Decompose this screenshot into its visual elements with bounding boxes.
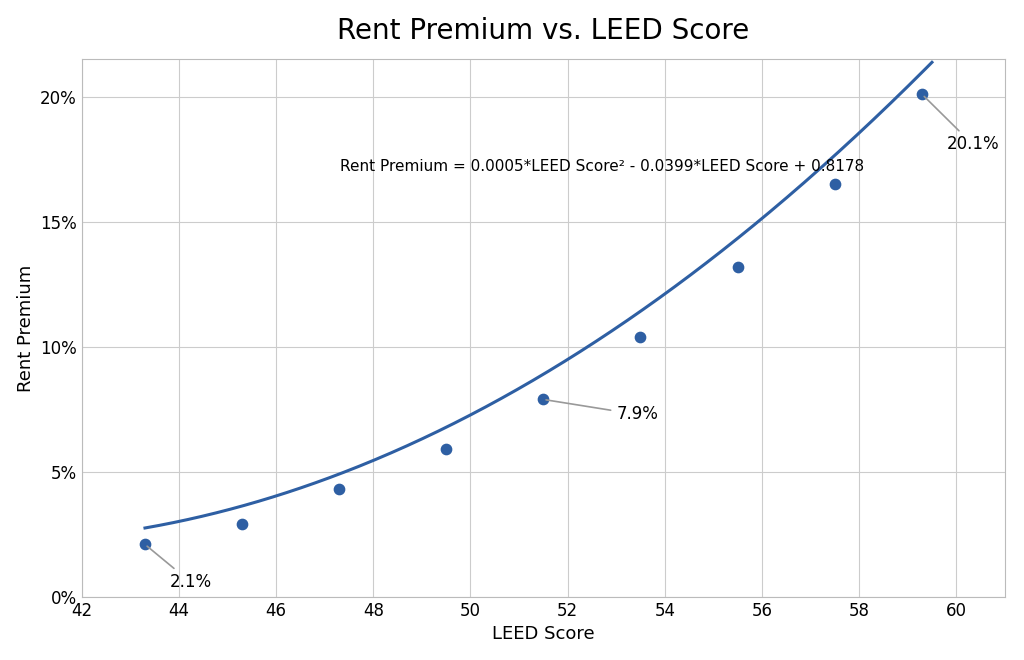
Point xyxy=(331,484,347,495)
Point xyxy=(233,519,250,530)
Text: 2.1%: 2.1% xyxy=(147,546,211,591)
Point xyxy=(632,332,648,343)
Point xyxy=(536,394,552,405)
Point xyxy=(137,539,154,550)
Y-axis label: Rent Premium: Rent Premium xyxy=(16,265,35,392)
Text: 7.9%: 7.9% xyxy=(546,400,658,424)
Point xyxy=(914,89,931,100)
Title: Rent Premium vs. LEED Score: Rent Premium vs. LEED Score xyxy=(337,16,750,45)
Text: Rent Premium = 0.0005*LEED Score² - 0.0399*LEED Score + 0.8178: Rent Premium = 0.0005*LEED Score² - 0.03… xyxy=(340,160,864,174)
Text: 20.1%: 20.1% xyxy=(925,96,999,154)
X-axis label: LEED Score: LEED Score xyxy=(492,625,595,644)
Point xyxy=(826,180,843,190)
Point xyxy=(729,261,745,272)
Point xyxy=(438,444,455,455)
